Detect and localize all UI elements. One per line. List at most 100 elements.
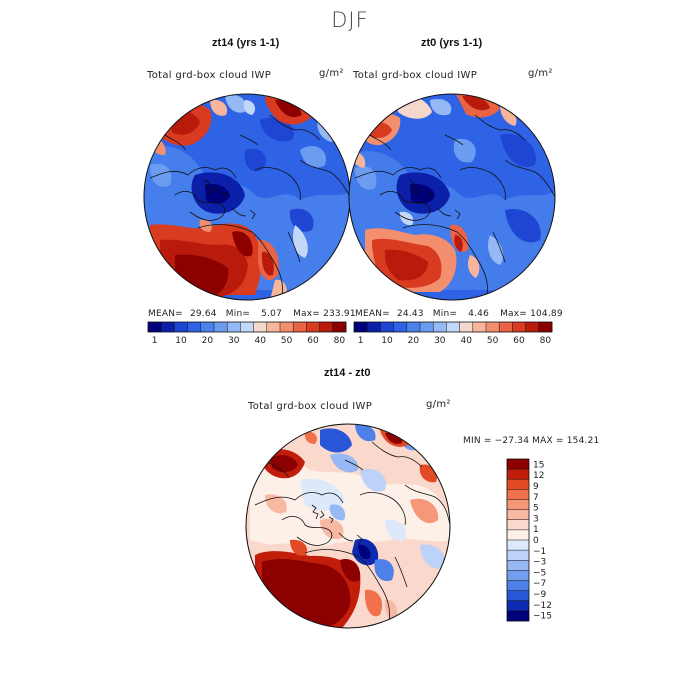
colorbar-swatch: [499, 322, 513, 332]
colorbar-tick-label: 5: [533, 504, 539, 514]
panel-diff-title: zt14 - zt0: [324, 367, 371, 379]
colorbar-swatch: [486, 322, 500, 332]
mean-value: 29.64: [189, 309, 217, 319]
map-diff: [245, 423, 451, 629]
colorbar-swatch: [240, 322, 254, 332]
panel-zt14-stats: MEAN= 29.64 Min= 5.07 Max= 233.91: [148, 309, 356, 319]
colorbar-tick-label: 15: [533, 460, 544, 470]
min-value: 4.46: [468, 309, 489, 319]
colorbar-tick-label: 1: [152, 336, 158, 346]
colorbar-swatch: [174, 322, 188, 332]
colorbar-tick-label: 20: [408, 336, 420, 346]
colorbar-swatch: [507, 550, 529, 561]
panel-diff-units: g/m²: [426, 399, 451, 410]
max-label: Max=: [500, 309, 528, 319]
colorbar-swatch: [253, 322, 268, 332]
colorbar-tick-label: 0: [533, 536, 539, 546]
colorbar-tick-label: 10: [381, 336, 393, 346]
colorbar-swatch: [406, 322, 421, 332]
max-label: Max=: [293, 309, 321, 319]
panel-zt0-stats: MEAN= 24.43 Min= 4.46 Max= 104.89: [355, 309, 563, 319]
min-value: 5.07: [261, 309, 282, 319]
colorbar-swatch: [266, 322, 281, 332]
colorbar-swatch: [459, 322, 474, 332]
colorbar-tick-label: 1: [533, 525, 539, 535]
colorbar-swatch: [293, 322, 307, 332]
max-value: 233.91: [323, 309, 356, 319]
colorbar-swatch: [227, 322, 241, 332]
colorbar-swatch: [507, 509, 529, 521]
colorbar-swatch: [306, 322, 320, 332]
colorbar-swatch: [214, 322, 228, 332]
colorbar-tick-label: −7: [533, 579, 546, 589]
min-label: Min=: [432, 309, 458, 319]
colorbar-tick-label: −5: [533, 568, 546, 578]
colorbar-swatch: [507, 529, 529, 541]
colorbar-swatch: [420, 322, 434, 332]
colorbar-swatch: [148, 322, 162, 332]
colorbar-tick-label: 10: [175, 336, 187, 346]
colorbar-tick-label: 50: [487, 336, 499, 346]
colorbar-zt0: 1 10 20 30 40 50 60 80: [353, 321, 553, 346]
colorbar-tick-label: 9: [533, 482, 539, 492]
colorbar-swatch: [393, 322, 408, 332]
colorbar-swatch: [507, 600, 529, 612]
colorbar-zt14: 1 10 20 30 40 50 60 80: [147, 321, 347, 346]
colorbar-swatch: [507, 580, 529, 591]
colorbar-tick-label: 50: [281, 336, 293, 346]
colorbar-tick-label: 40: [254, 336, 266, 346]
colorbar-tick-label: −12: [533, 601, 552, 611]
colorbar-swatch: [433, 322, 447, 332]
colorbar-swatch: [507, 519, 529, 531]
map-zt14: [143, 93, 351, 301]
mean-label: MEAN=: [148, 309, 183, 319]
colorbar-tick-label: 80: [540, 336, 552, 346]
panel-diff-varname: Total grd-box cloud IWP: [248, 401, 373, 412]
colorbar-swatch: [507, 590, 529, 602]
colorbar-tick-label: −1: [533, 547, 546, 557]
colorbar-swatch: [472, 322, 487, 332]
panel-zt0-units: g/m²: [528, 68, 553, 79]
panel-diff-stats: MIN = −27.34 MAX = 154.21: [463, 436, 600, 446]
colorbar-tick-label: 3: [533, 514, 539, 524]
colorbar-swatch: [512, 322, 526, 332]
colorbar-tick-label: −15: [533, 612, 552, 622]
colorbar-swatch: [332, 322, 347, 332]
colorbar-frame: [353, 321, 553, 333]
colorbar-swatch: [538, 322, 553, 332]
mean-value: 24.43: [396, 309, 424, 319]
colorbar-swatch: [507, 560, 529, 571]
colorbar-swatch: [507, 479, 529, 490]
colorbar-swatch: [507, 459, 529, 470]
colorbar-swatch: [507, 540, 529, 551]
colorbar-tick-label: 20: [202, 336, 214, 346]
colorbar-tick-label: 7: [533, 493, 539, 503]
colorbar-swatch: [280, 322, 294, 332]
colorbar-tick-label: 30: [228, 336, 240, 346]
colorbar-swatch: [446, 322, 460, 332]
panel-zt14-varname: Total grd-box cloud IWP: [147, 70, 272, 81]
colorbar-swatch: [319, 322, 334, 332]
colorbar-swatch: [161, 322, 175, 332]
colorbar-swatch: [507, 570, 529, 581]
colorbar-tick-label: 80: [334, 336, 346, 346]
colorbar-tick-label: −9: [533, 590, 547, 600]
colorbar-tick-label: 40: [460, 336, 472, 346]
colorbar-swatch: [507, 610, 529, 622]
figure-title: DJF: [331, 8, 369, 32]
colorbar-frame: [147, 321, 347, 333]
panel-zt0-title: zt0 (yrs 1-1): [421, 37, 483, 49]
colorbar-tick-label: −3: [533, 558, 546, 568]
colorbar-swatch: [507, 499, 529, 510]
colorbar-tick-label: 1: [358, 336, 364, 346]
mean-label: MEAN=: [355, 309, 390, 319]
min-label: Min=: [225, 309, 251, 319]
colorbar-swatch: [507, 489, 529, 500]
colorbar-swatch: [380, 322, 394, 332]
panel-zt14-units: g/m²: [319, 68, 344, 79]
colorbar-swatch: [187, 322, 202, 332]
colorbar-tick-label: 60: [307, 336, 319, 346]
colorbar-swatch: [367, 322, 381, 332]
colorbar-swatch: [525, 322, 540, 332]
